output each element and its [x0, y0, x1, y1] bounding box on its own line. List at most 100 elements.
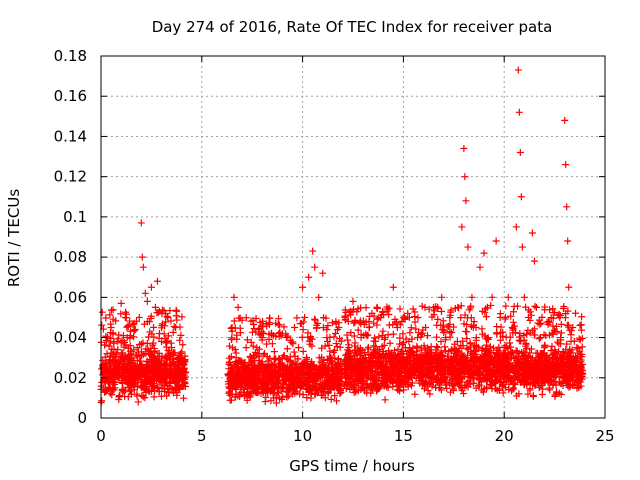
data-point: [386, 339, 394, 347]
data-point: [328, 319, 336, 327]
data-point: [388, 360, 396, 368]
data-point: [444, 366, 452, 374]
data-point: [389, 283, 397, 291]
data-point: [555, 353, 563, 361]
data-point: [243, 364, 251, 372]
data-point: [108, 379, 116, 387]
data-point: [274, 370, 282, 378]
data-point: [115, 331, 123, 339]
data-point: [471, 362, 479, 370]
data-point: [109, 315, 117, 323]
data-point: [318, 344, 326, 352]
data-point: [107, 306, 115, 314]
data-point: [102, 359, 110, 367]
data-point: [293, 314, 301, 322]
data-point: [331, 330, 339, 338]
data-point: [365, 351, 373, 359]
data-point: [373, 357, 381, 365]
data-point: [345, 344, 353, 352]
data-point: [520, 293, 528, 301]
data-point: [472, 324, 480, 331]
data-point: [476, 353, 484, 361]
data-point: [465, 377, 473, 385]
data-point: [172, 306, 180, 314]
data-point: [531, 325, 539, 333]
data-point: [379, 350, 387, 358]
data-point: [265, 362, 273, 370]
data-point: [252, 375, 260, 383]
data-point: [271, 364, 279, 372]
data-point: [335, 324, 343, 331]
data-point: [396, 365, 404, 373]
data-point: [460, 320, 468, 328]
data-point: [241, 391, 249, 399]
data-point: [441, 347, 449, 355]
data-point: [457, 342, 465, 350]
data-point: [333, 397, 341, 405]
data-point: [384, 372, 392, 380]
data-point: [332, 340, 340, 348]
data-point: [265, 330, 273, 338]
data-point: [154, 383, 162, 391]
data-point: [377, 311, 385, 319]
data-point: [407, 347, 415, 355]
data-point: [568, 346, 576, 354]
data-point: [254, 364, 262, 372]
data-point: [236, 378, 244, 386]
y-tick-label: 0.18: [54, 47, 87, 65]
data-point: [234, 371, 242, 379]
data-point: [567, 337, 575, 345]
data-point: [414, 314, 422, 322]
data-point: [438, 371, 446, 379]
data-point: [173, 316, 181, 324]
data-point: [242, 314, 250, 322]
data-point: [398, 377, 406, 385]
data-point: [442, 334, 450, 342]
data-point: [163, 312, 171, 320]
data-point: [359, 384, 367, 392]
data-point: [399, 314, 407, 322]
data-point: [381, 396, 389, 404]
data-point: [305, 362, 313, 370]
data-point: [323, 334, 331, 342]
data-point: [526, 354, 534, 362]
data-point: [433, 351, 441, 359]
data-point: [448, 382, 456, 390]
data-point: [322, 314, 330, 322]
data-point: [421, 350, 429, 358]
y-tick-label: 0.16: [54, 87, 87, 105]
data-point: [474, 382, 482, 390]
data-point: [147, 314, 155, 322]
data-point: [525, 306, 533, 314]
data-point: [164, 314, 172, 322]
data-point: [139, 381, 147, 389]
data-point: [141, 289, 149, 297]
data-point: [228, 324, 236, 331]
data-point: [150, 393, 158, 401]
data-point: [340, 357, 348, 365]
data-point: [364, 345, 372, 353]
data-point: [424, 380, 432, 388]
data-point: [171, 362, 179, 370]
data-point: [472, 345, 480, 353]
data-point: [354, 326, 362, 334]
data-point: [412, 325, 420, 333]
data-point: [478, 325, 486, 333]
data-point: [115, 396, 123, 404]
data-point: [226, 396, 234, 404]
data-point: [548, 342, 556, 350]
data-point: [507, 350, 515, 358]
data-point: [176, 352, 184, 360]
data-point: [244, 371, 252, 379]
data-point: [387, 355, 395, 363]
data-point: [491, 379, 499, 387]
data-point: [530, 331, 538, 339]
data-point: [153, 277, 161, 285]
data-point: [463, 344, 471, 352]
data-point: [275, 355, 283, 363]
data-point: [552, 389, 560, 397]
data-point: [578, 343, 586, 351]
data-point: [490, 368, 498, 376]
data-point: [443, 384, 451, 392]
